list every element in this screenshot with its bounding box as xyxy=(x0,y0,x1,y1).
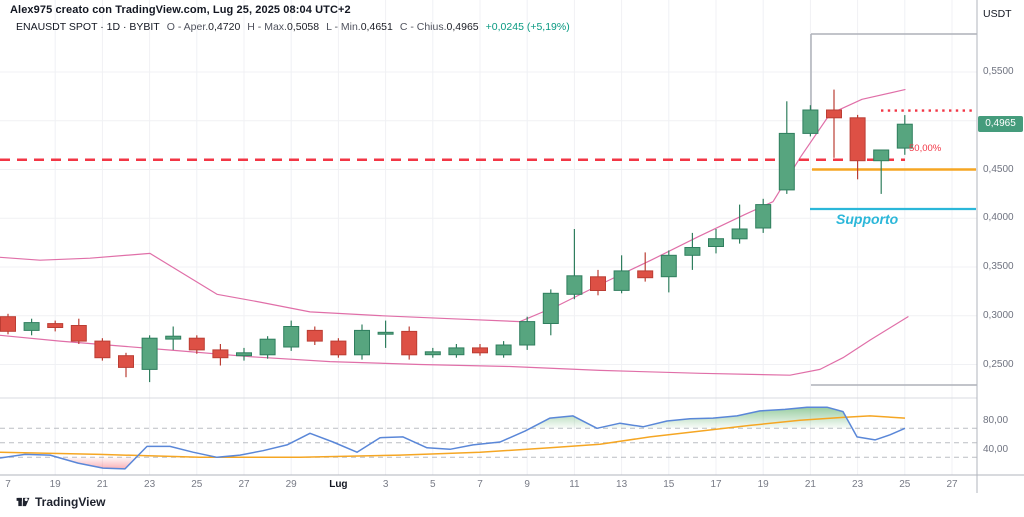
indicator-tick-label: 80,00 xyxy=(983,415,1009,426)
rsi-oversold-fill xyxy=(57,457,137,469)
date-tick-label: 19 xyxy=(49,479,61,490)
candle-body xyxy=(354,329,370,356)
candle-body xyxy=(755,204,772,229)
date-tick-label: 27 xyxy=(238,479,250,490)
rsi-ma-line xyxy=(0,415,906,459)
ohlc-values: O - Aper.0,4720 H - Max.0,5058 L - Min.0,4… xyxy=(160,21,479,33)
price-tick-label: 0,4500 xyxy=(983,163,1014,175)
candle-body xyxy=(283,326,300,348)
date-tick-label: 21 xyxy=(804,479,816,490)
fib-50-percent-label[interactable]: 50,00% xyxy=(909,143,942,154)
candle-body xyxy=(708,238,724,247)
price-tick-label: 0,2500 xyxy=(983,358,1014,370)
candle-body xyxy=(519,321,536,346)
candle-body xyxy=(259,338,276,356)
date-tick-label: 15 xyxy=(663,479,675,490)
candle-body xyxy=(188,337,205,351)
indicator-tick-label: 40,00 xyxy=(983,444,1009,455)
last-price-badge: 0,4965 xyxy=(978,116,1023,133)
date-tick-label: 23 xyxy=(144,479,156,490)
change-value: +0,0245 (+5,19%) xyxy=(485,21,570,33)
candle-body xyxy=(118,355,134,368)
price-tick-label: 0,3500 xyxy=(983,261,1014,272)
candle-body xyxy=(165,335,182,340)
date-tick-label: 25 xyxy=(899,479,911,490)
date-tick-label: 21 xyxy=(96,479,108,490)
candle-body xyxy=(684,247,701,256)
candle-body xyxy=(873,149,890,162)
candle-body xyxy=(401,330,418,356)
candle-body xyxy=(377,331,394,335)
candle-body xyxy=(660,254,677,278)
date-tick-label: 3 xyxy=(382,479,389,490)
candle-body xyxy=(70,325,87,342)
bollinger-lower-line xyxy=(0,316,909,376)
candle-body xyxy=(0,316,16,332)
date-tick-label: Lug xyxy=(329,479,348,490)
date-tick-label: 9 xyxy=(524,479,530,490)
candle-body xyxy=(47,323,64,329)
candle-body xyxy=(613,270,630,291)
ohlc-item: O - Aper.0,4720 xyxy=(166,21,241,33)
rsi-overbought-fill xyxy=(530,407,853,429)
candle-body xyxy=(448,347,465,356)
candle-body xyxy=(826,109,842,119)
symbol-ohlc-row[interactable]: ENAUSDT SPOT · 1D · BYBIT O - Aper.0,4720… xyxy=(16,21,570,33)
time-axis[interactable]: 7 19 21 23 25 27 29 Lug 3 5 7 9 11 13 15 17 19 21 23 25 27 xyxy=(0,475,977,495)
date-tick-label: 29 xyxy=(285,479,297,490)
candle-body xyxy=(306,329,323,342)
candle-body xyxy=(94,340,111,359)
date-tick-label: 5 xyxy=(430,479,436,490)
price-axis-currency-label: USDT xyxy=(983,8,1012,20)
date-tick-label: 27 xyxy=(946,479,958,490)
candle-body xyxy=(141,337,158,370)
date-tick-label: 11 xyxy=(569,479,580,490)
ohlc-item: L - Min.0,4651 xyxy=(326,21,393,33)
date-tick-label: 25 xyxy=(191,479,203,490)
price-tick-label: 0,4000 xyxy=(983,212,1014,224)
candle-body xyxy=(590,276,606,291)
indicator-axis[interactable]: 80,00 40,00 xyxy=(977,400,1024,475)
price-tick-label: 0,5500 xyxy=(983,66,1014,77)
candle-body xyxy=(542,292,559,324)
price-tick-label: 0,3000 xyxy=(983,309,1014,321)
candle-body xyxy=(495,344,512,356)
candle-body xyxy=(802,109,819,134)
candle-body xyxy=(23,322,40,331)
date-tick-label: 7 xyxy=(5,479,11,490)
date-tick-label: 7 xyxy=(477,479,483,490)
ohlc-item: H - Max.0,5058 xyxy=(247,21,320,33)
date-tick-label: 23 xyxy=(852,479,864,490)
chart-attribution: Alex975 creato con TradingView.com, Lug … xyxy=(10,4,351,16)
ohlc-item: C - Chius.0,4965 xyxy=(399,21,479,33)
candle-body xyxy=(731,228,748,240)
candle-body xyxy=(212,349,229,359)
candle-body xyxy=(566,275,583,295)
support-annotation-label[interactable]: Supporto xyxy=(836,211,899,227)
candle-body xyxy=(849,117,866,162)
candle-body xyxy=(236,352,252,357)
rsi-line xyxy=(0,406,906,470)
candle-body xyxy=(637,270,654,279)
candle-body xyxy=(424,351,441,356)
date-tick-label: 17 xyxy=(710,479,722,490)
symbol-title: ENAUSDT SPOT · 1D · BYBIT xyxy=(16,21,160,33)
candle-body xyxy=(896,123,913,149)
date-tick-label: 19 xyxy=(757,479,769,490)
candle-body xyxy=(472,347,488,354)
date-tick-label: 13 xyxy=(616,479,628,490)
tradingview-logo-icon xyxy=(16,497,30,507)
candle-body xyxy=(778,132,795,191)
tradingview-logo[interactable]: TradingView xyxy=(16,495,105,509)
candle-body xyxy=(330,340,347,356)
tradingview-logo-text: TradingView xyxy=(35,495,106,509)
